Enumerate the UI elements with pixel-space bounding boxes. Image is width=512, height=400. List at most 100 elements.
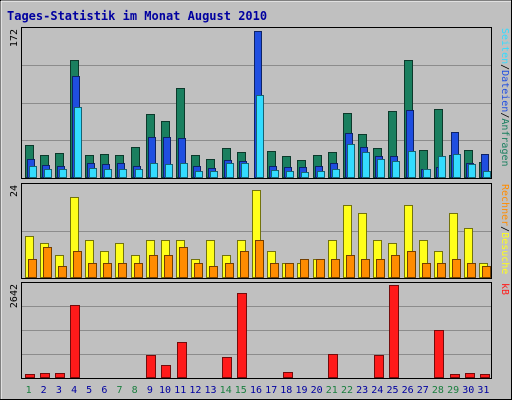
right-legend-label: Rechner/Besuche [499, 184, 510, 274]
x-tick-label-day-14: 14 [220, 385, 232, 396]
bar-seiten-day-11 [180, 163, 188, 178]
legend-separator: / [499, 226, 510, 232]
bar-rechner-day-undefined [331, 259, 340, 278]
chart-panel-1: 172 Seiten/Dateien/Anfragen [9, 27, 510, 179]
bar-rechner-day-undefined [270, 263, 279, 278]
x-tick-label-day-13: 13 [204, 385, 216, 396]
x-tick-label-day-16: 16 [250, 385, 262, 396]
bar-rechner-day-undefined [209, 266, 218, 278]
bar-rechner-day-undefined [346, 255, 355, 278]
bar-kb-day-undefined [237, 293, 247, 378]
chart-panel-3: 2642 kB [9, 282, 510, 379]
bar-kb-day-undefined [434, 330, 444, 378]
bar-kb-day-undefined [480, 374, 490, 378]
bar-kb-day-undefined [70, 305, 80, 378]
bar-rechner-day-undefined [43, 247, 52, 278]
bar-kb-day-undefined [450, 374, 460, 378]
bar-seiten-day-3 [59, 169, 67, 178]
bar-kb-day-undefined [328, 354, 338, 378]
x-tick-label-day-26: 26 [402, 385, 414, 396]
x-tick-label-day-10: 10 [159, 385, 171, 396]
bar-rechner-day-undefined [134, 263, 143, 278]
x-tick-label-day-25: 25 [386, 385, 398, 396]
x-tick-label-day-6: 6 [101, 385, 107, 396]
bar-seiten-day-21 [332, 169, 340, 178]
legend-rechner: Rechner [499, 184, 510, 226]
y-max-tick-label: 2642 [9, 284, 20, 308]
bar-seiten-day-4 [74, 107, 82, 178]
bar-rechner-day-undefined [118, 263, 127, 278]
bar-seiten-day-26 [408, 151, 416, 178]
bar-seiten-day-27 [423, 169, 431, 178]
bar-rechner-day-undefined [88, 263, 97, 278]
bar-seiten-day-30 [468, 164, 476, 178]
x-axis-day-labels: 1 2 3 4 5 6 7 8 9 10 11 12 13 14 15 16 17 18 19 20 21 22 23 24 2… [26, 385, 490, 396]
legend-besuche: Besuche [499, 232, 510, 274]
x-tick-label-day-27: 27 [417, 385, 429, 396]
bar-seiten-day-16 [256, 95, 264, 178]
bar-rechner-day-undefined [376, 259, 385, 278]
right-legend-label: kB [499, 283, 510, 295]
x-tick-label-day-17: 17 [265, 385, 277, 396]
x-tick-label-day-7: 7 [116, 385, 122, 396]
bar-rechner-day-undefined [361, 259, 370, 278]
bar-seiten-day-23 [362, 152, 370, 178]
bar-rechner-day-undefined [482, 266, 491, 278]
x-tick-label-day-19: 19 [295, 385, 307, 396]
x-tick-label-day-15: 15 [235, 385, 247, 396]
bar-kb-day-undefined [374, 355, 384, 378]
legend-seiten: Seiten [499, 28, 510, 64]
bar-rechner-day-undefined [316, 259, 325, 278]
legend-separator: / [499, 64, 510, 70]
x-tick-label-day-28: 28 [432, 385, 444, 396]
x-tick-label-day-18: 18 [280, 385, 292, 396]
bar-seiten-day-13 [210, 171, 218, 178]
bar-rechner-day-undefined [164, 255, 173, 278]
bar-rechner-day-undefined [437, 263, 446, 278]
bar-seiten-day-10 [165, 164, 173, 178]
bar-seiten-day-9 [150, 163, 158, 178]
bar-seiten-day-17 [271, 170, 279, 178]
bar-rechner-day-undefined [179, 247, 188, 278]
x-tick-label-day-24: 24 [371, 385, 383, 396]
bar-seiten-day-12 [195, 171, 203, 178]
legend-anfragen: Anfragen [499, 118, 510, 166]
bar-rechner-day-undefined [300, 259, 309, 278]
bar-seiten-day-31 [483, 171, 491, 178]
x-tick-label-day-1: 1 [26, 385, 32, 396]
legend-kb: kB [499, 283, 510, 295]
bar-rechner-day-undefined [391, 255, 400, 278]
bar-seiten-day-14 [226, 163, 234, 178]
x-tick-label-day-9: 9 [147, 385, 153, 396]
bar-seiten-day-7 [119, 169, 127, 178]
x-tick-label-day-3: 3 [56, 385, 62, 396]
bar-seiten-day-1 [29, 166, 37, 178]
chart-panel-2: 24 Rechner/Besuche [9, 183, 510, 279]
bar-rechner-day-undefined [73, 251, 82, 278]
bar-kb-day-undefined [222, 357, 232, 378]
bar-seiten-day-6 [104, 169, 112, 178]
bar-rechner-day-undefined [58, 266, 67, 278]
bar-kb-day-undefined [25, 374, 35, 378]
bar-rechner-day-undefined [225, 263, 234, 278]
bar-rechner-day-undefined [422, 263, 431, 278]
bar-seiten-day-29 [453, 154, 461, 178]
x-tick-label-day-8: 8 [132, 385, 138, 396]
x-tick-label-day-21: 21 [326, 385, 338, 396]
bar-kb-day-undefined [283, 372, 293, 378]
chart-title: Tages-Statistik im Monat August 2010 [7, 9, 267, 23]
x-tick-label-day-11: 11 [174, 385, 186, 396]
y-max-tick-label: 172 [9, 29, 20, 47]
x-tick-label-day-22: 22 [341, 385, 353, 396]
bar-seiten-day-20 [317, 171, 325, 178]
bar-rechner-day-undefined [149, 255, 158, 278]
bar-seiten-day-24 [377, 159, 385, 178]
x-tick-label-day-29: 29 [447, 385, 459, 396]
bar-seiten-day-18 [286, 171, 294, 178]
bar-rechner-day-undefined [240, 251, 249, 278]
bar-seiten-day-25 [392, 161, 400, 178]
bar-seiten-day-15 [241, 163, 249, 178]
x-tick-label-day-5: 5 [86, 385, 92, 396]
